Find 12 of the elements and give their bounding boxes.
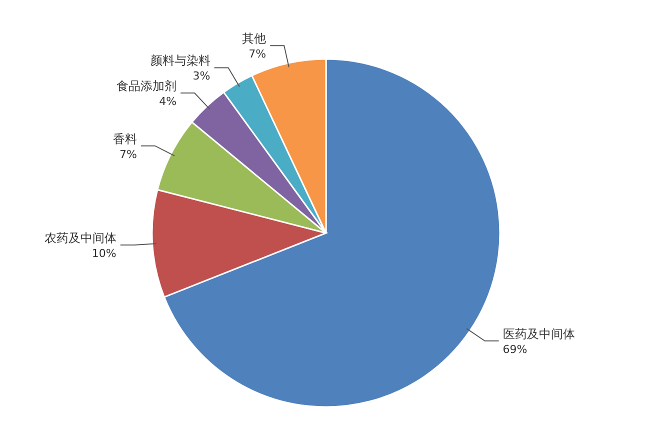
data-label: 7% — [119, 148, 137, 161]
slice-label: 其他 — [242, 32, 266, 46]
slice-label: 香料 — [112, 132, 137, 146]
data-label: 69% — [502, 342, 528, 356]
slice-label: 农药及中间体 — [44, 231, 116, 246]
slice-label: 医药及中间体 — [502, 326, 575, 341]
data-label: 4% — [159, 95, 177, 108]
data-label: 10% — [92, 247, 116, 260]
data-label: 3% — [192, 70, 210, 83]
data-label: 7% — [248, 48, 266, 61]
slice-label: 食品添加剂 — [116, 79, 177, 94]
slice-label: 颜料与染料 — [150, 54, 210, 68]
